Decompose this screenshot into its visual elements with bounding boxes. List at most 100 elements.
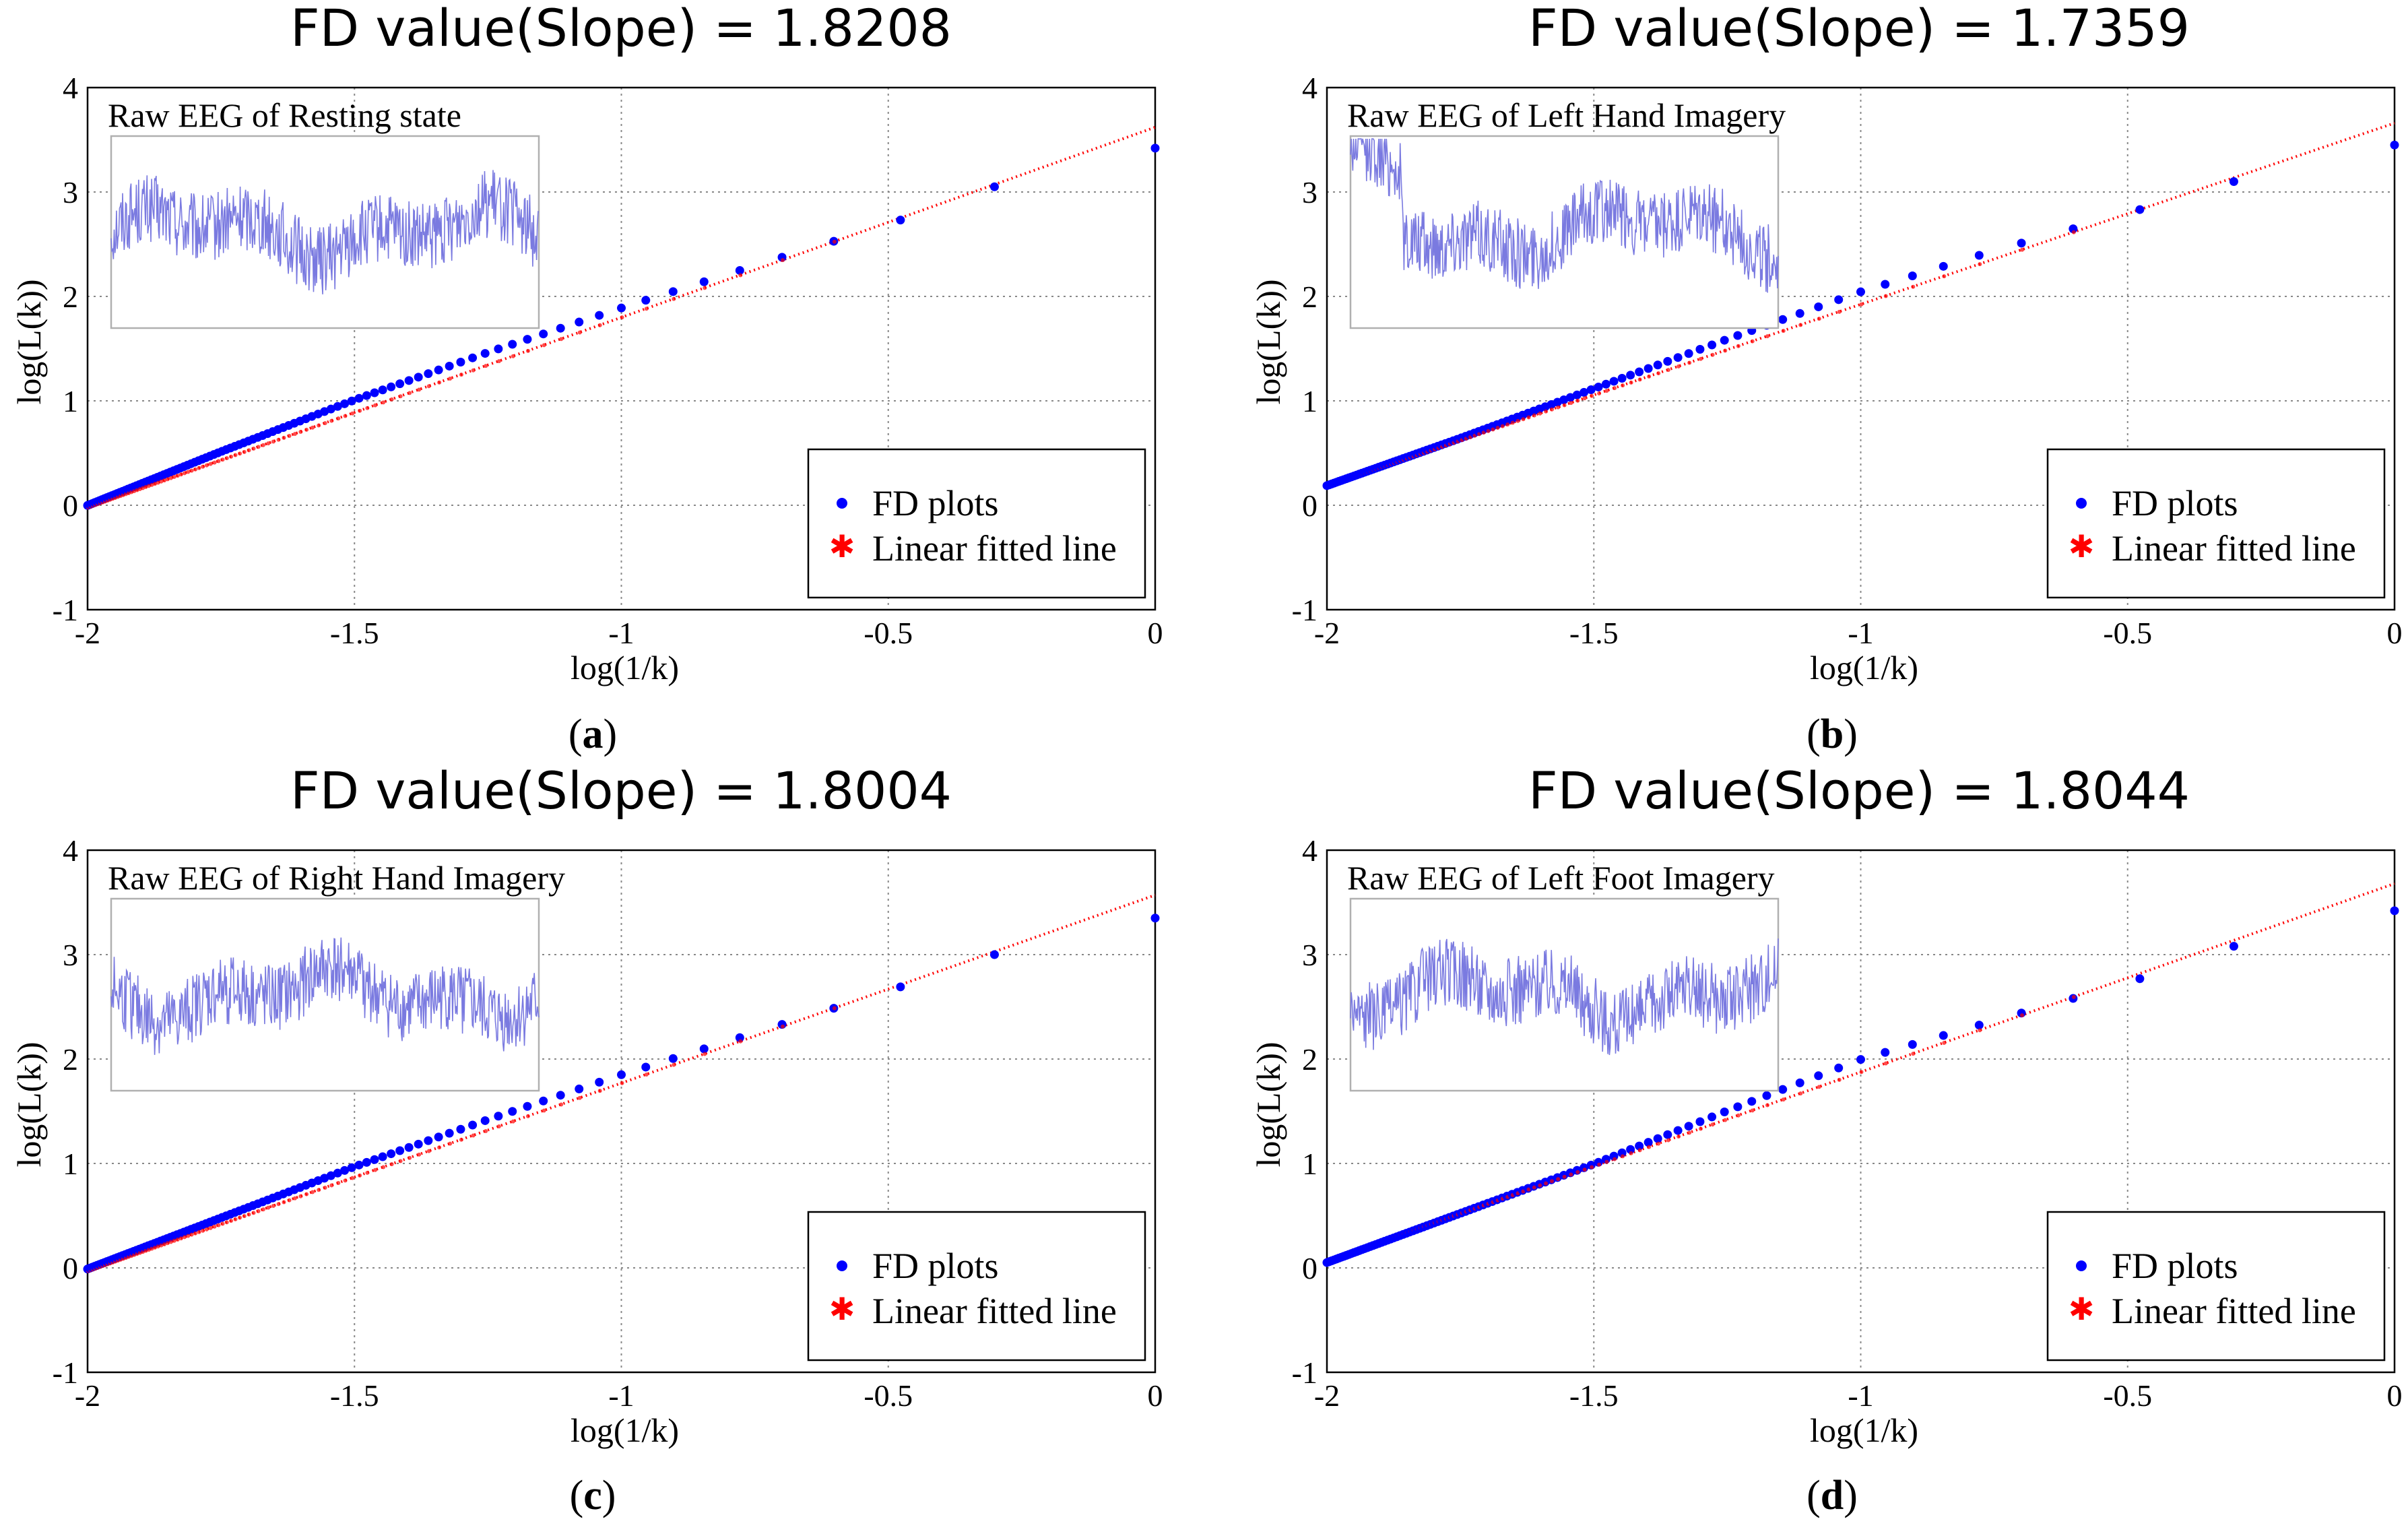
fit-marker bbox=[1569, 1172, 1573, 1177]
fit-marker bbox=[238, 451, 242, 456]
fit-marker bbox=[1765, 334, 1769, 339]
fd-point bbox=[1684, 1122, 1693, 1131]
y-tick-label: 0 bbox=[1302, 1251, 1317, 1285]
fd-point bbox=[699, 1044, 709, 1054]
fit-marker bbox=[781, 1024, 785, 1029]
y-tick-label: 2 bbox=[63, 280, 78, 314]
y-axis-label: log(L(k)) bbox=[10, 1042, 48, 1167]
fit-marker bbox=[233, 453, 238, 457]
fit-marker bbox=[484, 364, 488, 369]
fd-point bbox=[1644, 364, 1653, 373]
fit-marker bbox=[358, 408, 362, 413]
panel-a: FD value(Slope) = 1.8208 -2 -1.5 -1 -0.5 0 -1 0… bbox=[10, 0, 1163, 757]
fd-point bbox=[340, 1165, 350, 1175]
fit-marker bbox=[336, 1181, 341, 1186]
fit-marker bbox=[542, 1108, 546, 1113]
fit-marker bbox=[577, 330, 582, 335]
fit-marker bbox=[1837, 1077, 1842, 1082]
fd-point bbox=[362, 391, 371, 400]
fit-marker bbox=[168, 476, 173, 480]
fit-marker bbox=[417, 1152, 422, 1157]
raw-eeg-trace bbox=[110, 170, 540, 294]
legend-fit-marker: ✱ bbox=[2069, 1291, 2095, 1327]
fit-marker bbox=[220, 1221, 225, 1226]
y-tick-label: 1 bbox=[63, 1147, 78, 1181]
fit-marker bbox=[247, 1212, 251, 1217]
fit-marker bbox=[172, 1238, 176, 1243]
legend-fd-marker bbox=[837, 1260, 847, 1271]
fit-marker bbox=[525, 348, 530, 353]
fit-marker bbox=[1647, 374, 1652, 379]
x-tick-label: -1.5 bbox=[1569, 616, 1619, 650]
fit-marker bbox=[559, 1102, 564, 1107]
x-axis-label: log(1/k) bbox=[571, 649, 679, 686]
fd-point bbox=[595, 311, 604, 320]
fit-marker bbox=[358, 1173, 362, 1178]
fit-marker bbox=[292, 1196, 297, 1201]
fd-point bbox=[354, 1160, 364, 1170]
panel-d: FD value(Slope) = 1.8044 -2 -1.5 -1 -0.5 0 -1 0… bbox=[1249, 761, 2403, 1518]
fit-marker bbox=[229, 454, 234, 459]
fit-marker bbox=[261, 443, 265, 447]
panel-label: (a) bbox=[568, 711, 617, 757]
fd-point bbox=[1939, 261, 1948, 271]
fd-point bbox=[1673, 1126, 1683, 1135]
fit-marker bbox=[496, 359, 501, 364]
x-tick-label: -0.5 bbox=[864, 616, 913, 650]
fd-point bbox=[1814, 302, 1823, 311]
x-tick-label: -1 bbox=[608, 1378, 634, 1413]
fd-point bbox=[1586, 385, 1596, 395]
fit-marker bbox=[201, 464, 205, 469]
y-axis-label: log(L(k)) bbox=[1249, 279, 1287, 404]
fit-marker bbox=[1859, 1070, 1864, 1075]
fd-point bbox=[575, 1084, 584, 1093]
fd-point bbox=[370, 1155, 379, 1164]
fit-marker bbox=[620, 1081, 624, 1085]
fit-marker bbox=[193, 467, 198, 472]
fit-marker bbox=[208, 461, 213, 466]
fd-point bbox=[1594, 382, 1603, 391]
linear-fitted-line bbox=[1326, 121, 2395, 487]
fit-marker bbox=[1666, 368, 1670, 373]
fd-point bbox=[1684, 349, 1693, 358]
fd-point bbox=[668, 1054, 678, 1063]
axes-frame bbox=[86, 86, 1157, 611]
fd-point bbox=[387, 1149, 396, 1159]
legend-box bbox=[807, 448, 1146, 599]
inset-title: Raw EEG of Resting state bbox=[108, 96, 461, 134]
fit-marker bbox=[247, 448, 251, 453]
fd-point bbox=[1720, 1107, 1729, 1116]
fit-marker bbox=[1550, 407, 1555, 412]
fit-marker bbox=[183, 471, 187, 476]
fit-marker bbox=[1817, 317, 1821, 321]
y-tick-label: -1 bbox=[1292, 1355, 1317, 1390]
fd-point bbox=[539, 1096, 548, 1106]
fit-marker bbox=[1590, 1165, 1594, 1170]
fit-marker bbox=[1613, 1157, 1617, 1161]
x-tick-label: -1 bbox=[608, 616, 634, 650]
fit-marker bbox=[1532, 413, 1536, 418]
fit-marker bbox=[1911, 284, 1916, 289]
x-tick-label: -1 bbox=[1848, 1378, 1873, 1413]
fd-point bbox=[575, 317, 584, 327]
fit-marker bbox=[1550, 1179, 1555, 1184]
x-tick-label: -1.5 bbox=[330, 616, 379, 650]
fit-marker bbox=[1637, 377, 1642, 382]
fit-marker bbox=[644, 307, 649, 311]
fd-point bbox=[1707, 1112, 1717, 1122]
fd-point bbox=[395, 1146, 405, 1155]
fit-marker bbox=[1613, 386, 1617, 391]
fd-point bbox=[1626, 371, 1635, 380]
y-tick-label: 4 bbox=[1302, 71, 1317, 105]
fit-marker bbox=[1781, 1097, 1786, 1102]
fd-point bbox=[347, 1163, 356, 1172]
fit-marker bbox=[1656, 371, 1661, 376]
fd-point bbox=[735, 265, 744, 275]
fit-marker bbox=[220, 457, 225, 462]
fit-marker bbox=[1666, 1138, 1670, 1143]
fd-point bbox=[445, 361, 454, 371]
legend-fit-marker: ✱ bbox=[2069, 528, 2095, 565]
fd-point bbox=[456, 1124, 465, 1134]
fd-point bbox=[668, 287, 678, 296]
